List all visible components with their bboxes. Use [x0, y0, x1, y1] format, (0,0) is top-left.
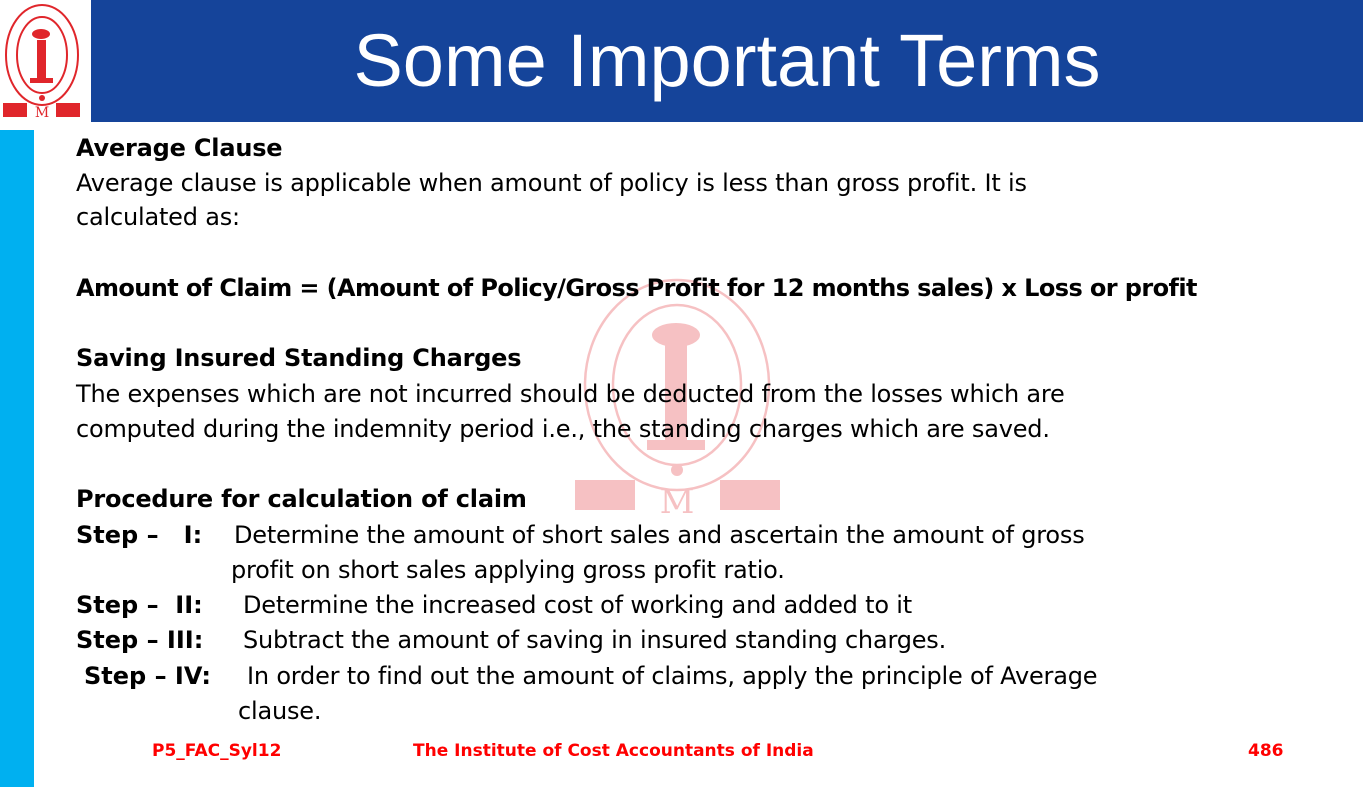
step-4-text: In order to find out the amount of claim…	[247, 662, 1098, 690]
saving-text: computed during the indemnity period i.e…	[76, 415, 1050, 443]
step-1-label: Step – I:	[76, 521, 203, 549]
footer-page-number: 486	[1248, 741, 1284, 761]
svg-text:M: M	[35, 105, 49, 121]
claim-formula: Amount of Claim = (Amount of Policy/Gros…	[76, 274, 1197, 302]
svg-text:M: M	[660, 482, 695, 522]
step-4-label: Step – IV:	[84, 662, 211, 690]
step-1-text: Determine the amount of short sales and …	[234, 521, 1085, 549]
saving-text: The expenses which are not incurred shou…	[76, 380, 1065, 408]
institute-logo: M	[0, 0, 90, 122]
title-bar: Some Important Terms	[91, 0, 1363, 122]
step-4-text: clause.	[238, 697, 322, 725]
procedure-heading: Procedure for calculation of claim	[76, 485, 527, 513]
average-clause-heading: Average Clause	[76, 134, 283, 162]
footer-course-code: P5_FAC_Syl12	[152, 741, 282, 761]
footer-institute: The Institute of Cost Accountants of Ind…	[413, 741, 814, 761]
step-1-text: profit on short sales applying gross pro…	[231, 556, 785, 584]
step-3-label: Step – III:	[76, 626, 204, 654]
slide-title: Some Important Terms	[353, 19, 1101, 102]
step-3-text: Subtract the amount of saving in insured…	[243, 626, 947, 654]
side-accent-bar	[0, 130, 34, 787]
step-2-text: Determine the increased cost of working …	[243, 591, 912, 619]
logo-watermark: M	[565, 275, 790, 525]
average-clause-text: calculated as:	[76, 203, 240, 231]
saving-heading: Saving Insured Standing Charges	[76, 344, 522, 372]
average-clause-text: Average clause is applicable when amount…	[76, 169, 1027, 197]
step-2-label: Step – II:	[76, 591, 203, 619]
